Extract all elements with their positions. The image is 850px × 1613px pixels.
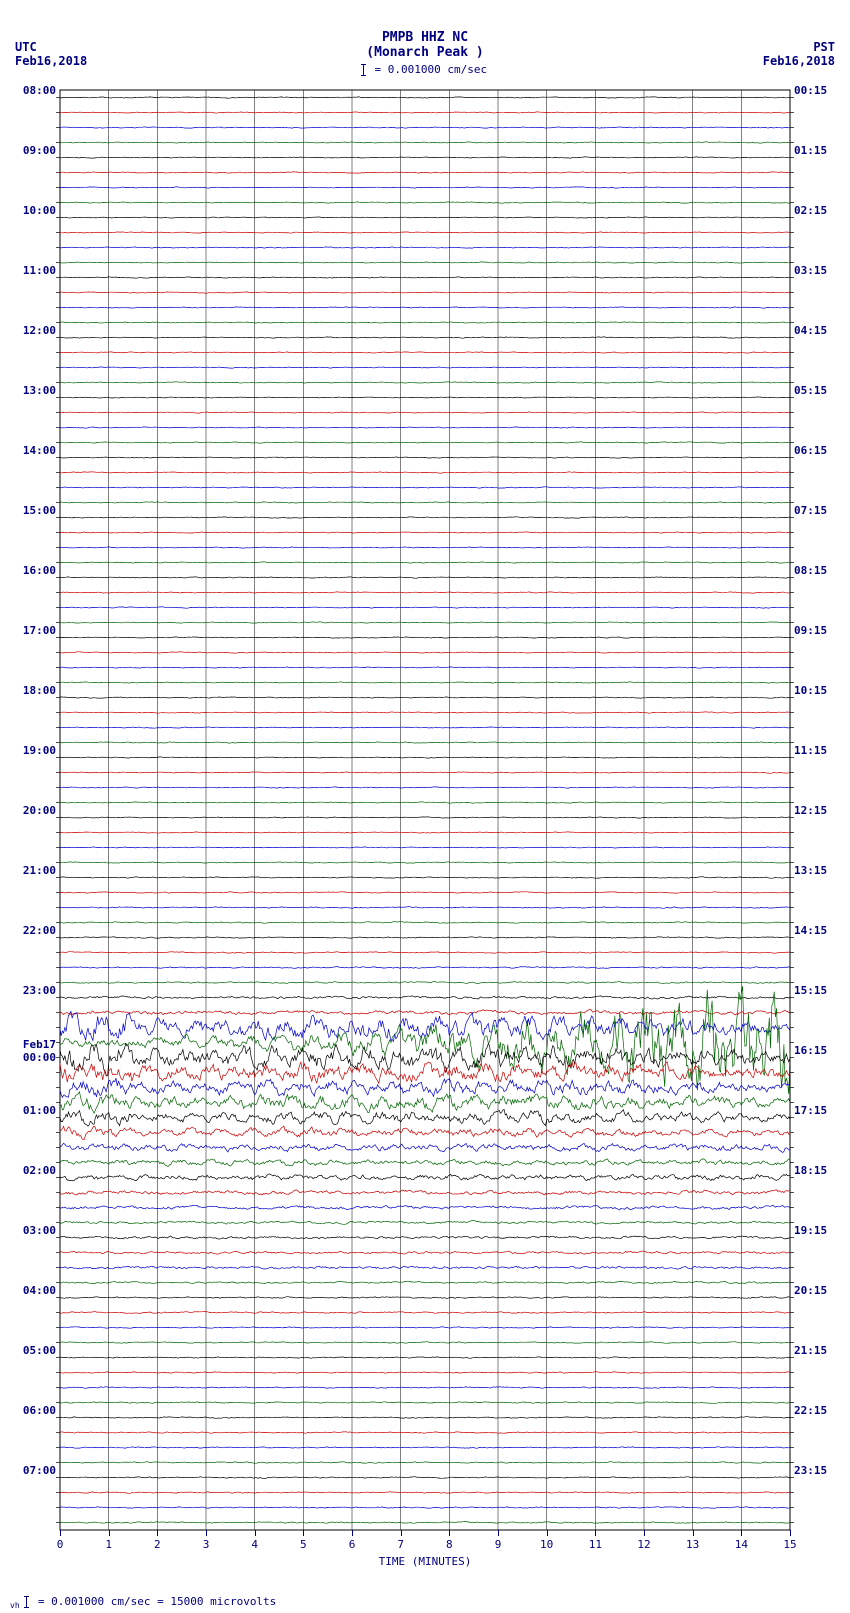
station-code: PMPB HHZ NC: [0, 30, 850, 45]
x-tick-label: 12: [637, 1538, 650, 1551]
x-tick-mark: [790, 1530, 791, 1536]
x-tick-mark: [352, 1530, 353, 1536]
x-tick-mark: [693, 1530, 694, 1536]
hour-label-right: 20:15: [794, 1284, 827, 1297]
hour-label-left: 08:00: [23, 84, 56, 97]
x-tick-label: 9: [495, 1538, 502, 1551]
hour-label-right: 23:15: [794, 1464, 827, 1477]
x-tick-mark: [547, 1530, 548, 1536]
hour-label-right: 14:15: [794, 924, 827, 937]
hour-label-left: 01:00: [23, 1104, 56, 1117]
hour-label-left: 05:00: [23, 1344, 56, 1357]
hour-label-left: 23:00: [23, 984, 56, 997]
x-tick-mark: [498, 1530, 499, 1536]
hour-label-right: 02:15: [794, 204, 827, 217]
x-tick-label: 4: [251, 1538, 258, 1551]
hour-label-right: 08:15: [794, 564, 827, 577]
hour-label-right: 18:15: [794, 1164, 827, 1177]
hour-label-left: 19:00: [23, 744, 56, 757]
hour-label-left: 12:00: [23, 324, 56, 337]
hour-label-right: 13:15: [794, 864, 827, 877]
hour-label-left: 09:00: [23, 144, 56, 157]
station-name: (Monarch Peak ): [0, 45, 850, 60]
x-tick-label: 2: [154, 1538, 161, 1551]
x-tick-mark: [449, 1530, 450, 1536]
x-tick-label: 5: [300, 1538, 307, 1551]
left-hour-labels: 08:0009:0010:0011:0012:0013:0014:0015:00…: [10, 90, 58, 1530]
hour-label-right: 00:15: [794, 84, 827, 97]
hour-label-right: 06:15: [794, 444, 827, 457]
x-tick-mark: [595, 1530, 596, 1536]
x-tick-mark: [206, 1530, 207, 1536]
hour-label-right: 04:15: [794, 324, 827, 337]
timezone-left: UTC Feb16,2018: [15, 40, 87, 68]
seismogram-svg: [60, 90, 790, 1530]
x-axis-label: TIME (MINUTES): [60, 1555, 790, 1568]
x-tick-label: 14: [735, 1538, 748, 1551]
x-tick-mark: [401, 1530, 402, 1536]
x-tick-mark: [60, 1530, 61, 1536]
x-tick-mark: [303, 1530, 304, 1536]
scale-bar-icon: [26, 1596, 27, 1608]
plot-area: [60, 90, 790, 1530]
scale-label: = 0.001000 cm/sec: [0, 63, 850, 76]
x-tick-label: 15: [783, 1538, 796, 1551]
footer-scale: vh = 0.001000 cm/sec = 15000 microvolts: [10, 1595, 276, 1610]
hour-label-left: 07:00: [23, 1464, 56, 1477]
hour-label-left: 10:00: [23, 204, 56, 217]
x-tick-mark: [157, 1530, 158, 1536]
x-tick-label: 13: [686, 1538, 699, 1551]
seismogram-container: PMPB HHZ NC (Monarch Peak ) = 0.001000 c…: [0, 0, 850, 1613]
x-tick-mark: [741, 1530, 742, 1536]
scale-bar-icon: [363, 64, 364, 76]
x-tick-label: 6: [349, 1538, 356, 1551]
hour-label-left: 18:00: [23, 684, 56, 697]
hour-label-right: 10:15: [794, 684, 827, 697]
hour-label-left: 15:00: [23, 504, 56, 517]
hour-label-left: 13:00: [23, 384, 56, 397]
hour-label-right: 11:15: [794, 744, 827, 757]
hour-label-left: 20:00: [23, 804, 56, 817]
hour-label-left: 16:00: [23, 564, 56, 577]
right-hour-labels: 00:1501:1502:1503:1504:1505:1506:1507:15…: [792, 90, 840, 1530]
hour-label-right: 21:15: [794, 1344, 827, 1357]
hour-label-left: 14:00: [23, 444, 56, 457]
x-tick-label: 10: [540, 1538, 553, 1551]
x-tick-mark: [644, 1530, 645, 1536]
hour-label-right: 15:15: [794, 984, 827, 997]
hour-label-left: 11:00: [23, 264, 56, 277]
x-tick-label: 3: [203, 1538, 210, 1551]
hour-label-right: 09:15: [794, 624, 827, 637]
hour-label-right: 17:15: [794, 1104, 827, 1117]
x-tick-mark: [255, 1530, 256, 1536]
x-tick-label: 0: [57, 1538, 64, 1551]
hour-label-left: 22:00: [23, 924, 56, 937]
x-tick-mark: [109, 1530, 110, 1536]
x-tick-label: 11: [589, 1538, 602, 1551]
hour-label-right: 16:15: [794, 1044, 827, 1057]
hour-label-right: 03:15: [794, 264, 827, 277]
hour-label-right: 19:15: [794, 1224, 827, 1237]
hour-label-right: 07:15: [794, 504, 827, 517]
hour-label-left: 02:00: [23, 1164, 56, 1177]
hour-label-right: 12:15: [794, 804, 827, 817]
hour-label-left: 06:00: [23, 1404, 56, 1417]
hour-label-left: 17:00: [23, 624, 56, 637]
hour-label-left: 03:00: [23, 1224, 56, 1237]
x-tick-label: 8: [446, 1538, 453, 1551]
hour-label-right: 05:15: [794, 384, 827, 397]
hour-label-right: 22:15: [794, 1404, 827, 1417]
hour-label-right: 01:15: [794, 144, 827, 157]
hour-label-left: 21:00: [23, 864, 56, 877]
timezone-right: PST Feb16,2018: [763, 40, 835, 68]
hour-label-left: 04:00: [23, 1284, 56, 1297]
x-tick-label: 7: [397, 1538, 404, 1551]
x-tick-label: 1: [105, 1538, 112, 1551]
hour-label-left: Feb1700:00: [23, 1038, 56, 1064]
